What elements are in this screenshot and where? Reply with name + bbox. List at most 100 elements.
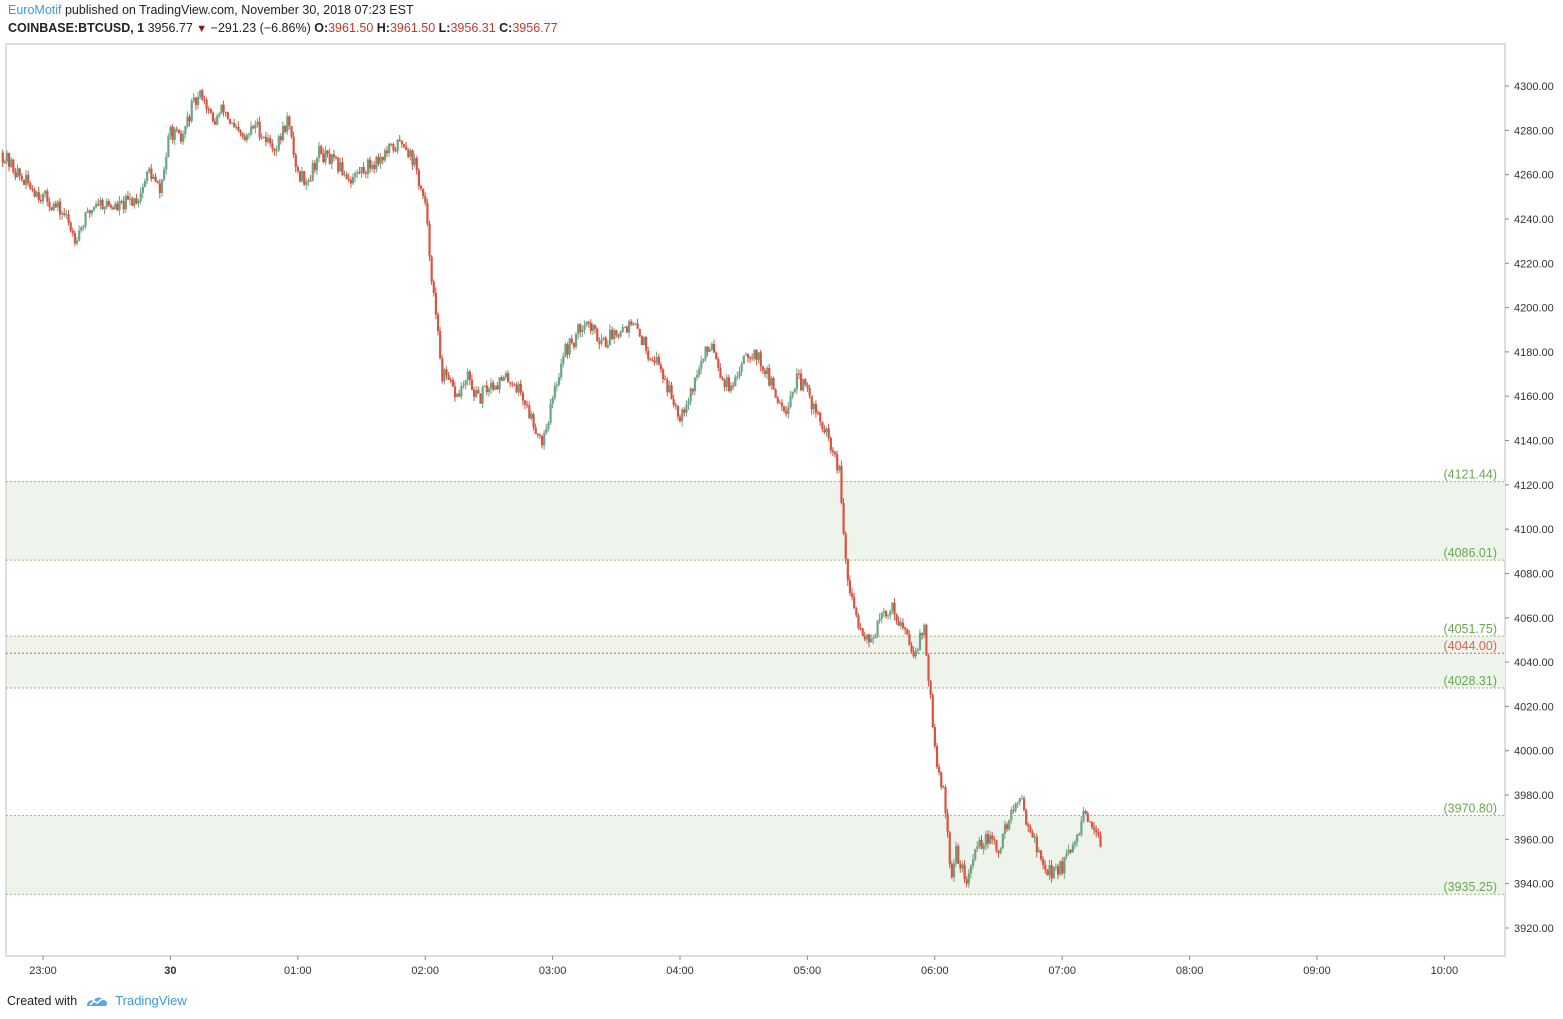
candle-body: [625, 326, 629, 333]
candle-body: [751, 357, 754, 359]
candle-body: [606, 344, 610, 348]
price-tick-label: 4140.00: [1514, 436, 1554, 448]
candle-body: [417, 170, 421, 187]
candle-body: [793, 389, 796, 392]
candle-body: [1042, 859, 1045, 865]
candle-body: [861, 628, 864, 636]
candle-body: [390, 143, 393, 145]
candle-body: [52, 203, 55, 211]
candle-body: [39, 199, 43, 202]
candle-body: [339, 162, 342, 172]
tradingview-logo-icon[interactable]: [85, 994, 109, 1008]
candle-body: [698, 368, 701, 376]
candle-body: [995, 840, 998, 851]
price-axis[interactable]: 3920.00 3940.00 3960.00 3980.00 4000.00 4020.…: [1505, 81, 1554, 935]
candle-body: [124, 195, 128, 210]
candle-body: [846, 558, 849, 581]
candle-body: [853, 596, 856, 609]
candle-body: [48, 201, 51, 208]
candle-body: [955, 846, 958, 864]
candle-body: [75, 240, 79, 244]
candle-body: [133, 198, 136, 206]
candle-body: [71, 230, 74, 234]
candle-body: [441, 358, 444, 382]
candle-body: [332, 154, 336, 158]
candle-body: [906, 629, 909, 635]
ohlc-legend: COINBASE:BTCUSD, 1 3956.77 ▼ −291.23 (−6…: [8, 21, 558, 35]
candle-body: [309, 180, 312, 182]
candle-body: [1088, 821, 1092, 823]
candle-body: [553, 386, 556, 399]
candle-body: [58, 201, 62, 215]
price-tick-label: 4260.00: [1514, 170, 1554, 182]
candle-body: [290, 126, 293, 137]
candle-body: [653, 360, 656, 363]
candle-body: [194, 97, 198, 105]
candle-body: [201, 90, 204, 100]
candle-body: [44, 190, 47, 194]
candle-body: [1059, 861, 1062, 875]
candle-body: [918, 632, 922, 650]
candle-body: [101, 200, 104, 209]
candle-body: [651, 360, 654, 362]
candle-body: [126, 195, 130, 200]
candle-body: [528, 405, 531, 419]
candle-body: [92, 207, 96, 210]
candle-body: [27, 174, 30, 184]
candle-body: [611, 329, 614, 340]
candle-body: [460, 386, 463, 397]
candle-body: [330, 154, 333, 164]
candle-body: [1048, 865, 1051, 876]
candle-body: [254, 124, 257, 129]
candle-body: [192, 97, 195, 101]
candle-body: [547, 423, 550, 429]
candle-body: [664, 379, 667, 381]
candle-body: [579, 324, 582, 332]
candle-body: [802, 379, 805, 391]
candle-body: [581, 329, 584, 332]
candle-body: [574, 334, 578, 348]
candle-body: [146, 171, 149, 181]
candle-body: [729, 385, 733, 391]
candle-body: [315, 157, 319, 171]
time-axis[interactable]: 23:00 30 01:00 02:00 03:00 04:00 05:00 06:00 07:…: [29, 956, 1458, 977]
candle-body: [434, 292, 438, 315]
candle-body: [439, 331, 442, 359]
candle-body: [481, 387, 484, 404]
candle-body: [392, 144, 395, 151]
time-tick-label: 06:00: [921, 965, 949, 977]
candle-body: [628, 321, 631, 333]
time-tick-label: 07:00: [1048, 965, 1076, 977]
candle-body: [887, 615, 890, 617]
candle-body: [296, 167, 299, 172]
zone-top-label: (3970.80): [1443, 801, 1497, 815]
time-tick-label: 30: [164, 965, 176, 977]
candle-body: [188, 116, 191, 122]
candle-body: [335, 157, 338, 159]
candle-body: [863, 635, 866, 640]
candle-body: [158, 183, 161, 193]
candle-body: [636, 323, 639, 329]
candle-body: [220, 104, 223, 114]
candle-body: [381, 156, 384, 161]
price-tick-label: 3980.00: [1514, 790, 1554, 802]
candle-body: [695, 375, 699, 378]
zone-top-label: (4051.75): [1443, 622, 1497, 636]
time-tick-label: 03:00: [539, 965, 567, 977]
author-link[interactable]: EuroMotif: [8, 3, 62, 17]
candle-body: [90, 209, 94, 214]
candle-body: [749, 357, 752, 359]
candle-body: [1095, 829, 1098, 833]
candle-body: [1044, 864, 1047, 870]
candle-body: [702, 358, 705, 362]
candle-body: [29, 183, 32, 189]
tradingview-brand[interactable]: TradingView: [115, 993, 187, 1008]
candle-body: [364, 172, 367, 174]
candle-body: [371, 164, 374, 169]
support-resistance-zone: [7, 636, 1505, 689]
candle-body: [921, 632, 924, 636]
candle-body: [725, 377, 728, 387]
time-tick-label: 02:00: [411, 965, 439, 977]
candle-body: [712, 344, 716, 353]
